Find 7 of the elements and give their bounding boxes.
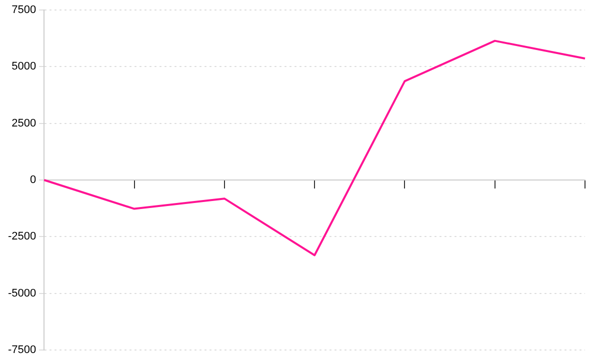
y-tick-label: -5000 bbox=[8, 287, 36, 300]
y-tick-label: 5000 bbox=[12, 60, 36, 73]
y-tick-label: 0 bbox=[30, 174, 36, 186]
y-tick-label: 2500 bbox=[12, 117, 36, 130]
y-tick-label: -2500 bbox=[8, 230, 36, 243]
y-tick-label: 7500 bbox=[12, 4, 36, 16]
y-tick-label: -7500 bbox=[8, 344, 36, 356]
